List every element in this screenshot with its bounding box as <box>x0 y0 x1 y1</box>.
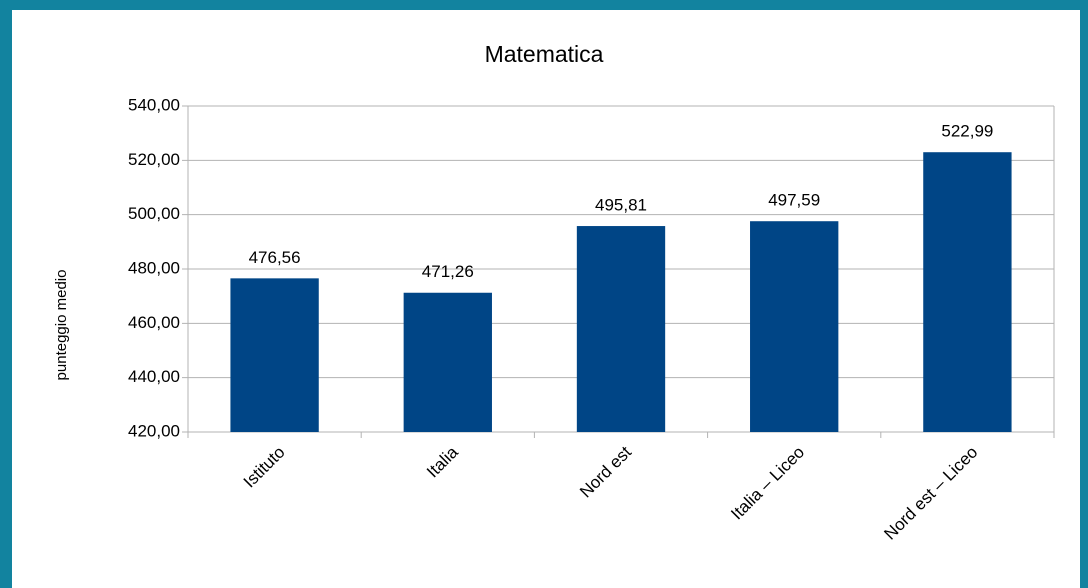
y-tick-label: 480,00 <box>128 258 180 277</box>
y-tick-label: 420,00 <box>128 421 180 440</box>
data-label: 471,26 <box>422 262 474 281</box>
bar <box>923 152 1012 432</box>
y-tick-label: 520,00 <box>128 150 180 169</box>
data-label: 497,59 <box>768 191 820 210</box>
data-label: 522,99 <box>941 122 993 141</box>
y-tick-label: 460,00 <box>128 313 180 332</box>
y-tick-label: 500,00 <box>128 204 180 223</box>
bar <box>750 221 839 432</box>
y-tick-label: 540,00 <box>128 95 180 114</box>
bar <box>403 292 492 432</box>
y-tick-label: 440,00 <box>128 367 180 386</box>
y-axis-label: punteggio medio <box>53 270 70 381</box>
data-label: 476,56 <box>249 248 301 267</box>
data-label: 495,81 <box>595 196 647 215</box>
chart-title: Matematica <box>485 41 604 67</box>
bar <box>576 226 666 432</box>
bar <box>230 278 319 432</box>
